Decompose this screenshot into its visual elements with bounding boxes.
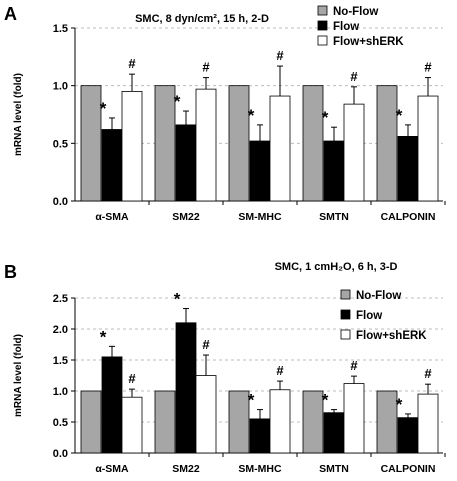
bar-no-flow-4 (376, 390, 398, 454)
significance-hash: # (424, 60, 432, 75)
chart-title: SMC, 1 cmH₂O, 6 h, 3-D (275, 261, 398, 273)
y-tick-label: 0.5 (53, 138, 68, 150)
y-tick-label: 1.5 (53, 23, 68, 35)
bar-flow-0 (101, 129, 123, 202)
y-axis-label: mRNA level (fold) (13, 73, 24, 156)
panel-label: A (4, 4, 17, 24)
legend-swatch-flow (317, 20, 328, 31)
bar-flow-sherk-2 (269, 95, 291, 202)
significance-star: * (322, 108, 329, 127)
significance-hash: # (128, 371, 136, 386)
bar-flow-sherk-3 (343, 383, 365, 454)
legend-swatch-no-flow (340, 289, 351, 300)
bar-flow-3 (323, 140, 345, 202)
panel-label: B (4, 262, 17, 282)
bar-flow-2 (249, 418, 271, 454)
significance-hash: # (350, 358, 358, 373)
legend-label: No-Flow (356, 290, 401, 302)
bar-no-flow-1 (154, 85, 176, 202)
legend-label: Flow (356, 310, 382, 322)
significance-star: * (396, 106, 403, 125)
bar-flow-0 (101, 356, 123, 454)
chart-panel-a: A SMC, 8 dyn/cm², 15 h, 2-D mRNA level (fo… (4, 4, 446, 223)
significance-hash: # (128, 56, 136, 71)
bar-no-flow-2 (228, 390, 250, 454)
bar-flow-sherk-1 (195, 88, 217, 202)
y-tick-label: 1.0 (53, 386, 68, 398)
legend-swatch-flow-sherk (340, 329, 351, 340)
bar-flow-sherk-0 (121, 91, 143, 202)
significance-star: * (248, 106, 255, 125)
legend-label: Flow+shERK (356, 330, 427, 342)
bar-no-flow-1 (154, 390, 176, 454)
y-tick-label: 0.0 (53, 196, 68, 208)
y-axis-label: mRNA level (fold) (13, 334, 24, 417)
y-tick-label: 2.5 (53, 293, 68, 305)
bar-flow-sherk-4 (417, 95, 439, 202)
x-tick-label: CALPONIN (381, 211, 436, 223)
y-tick-label: 0.0 (53, 448, 68, 460)
x-tick-label: α-SMA (95, 463, 129, 475)
bar-no-flow-4 (376, 85, 398, 202)
chart-panel-b: B SMC, 1 cmH₂O, 6 h, 3-D mRNA level (fold)… (4, 261, 446, 475)
significance-star: * (174, 92, 181, 111)
legend-label: Flow+shERK (333, 36, 404, 48)
legend-swatch-no-flow (317, 5, 328, 16)
significance-star: * (174, 290, 181, 309)
x-tick-label: α-SMA (95, 211, 129, 223)
x-tick-label: SM-MHC (238, 463, 282, 475)
significance-hash: # (276, 48, 284, 63)
x-tick-label: SM22 (172, 211, 200, 223)
y-tick-label: 1.5 (53, 355, 68, 367)
bar-flow-sherk-0 (121, 396, 143, 454)
bar-no-flow-0 (80, 85, 102, 202)
bar-flow-1 (175, 322, 197, 454)
bar-no-flow-3 (302, 85, 324, 202)
chart-title: SMC, 8 dyn/cm², 15 h, 2-D (135, 13, 269, 25)
bar-flow-3 (323, 412, 345, 454)
bar-flow-1 (175, 124, 197, 202)
y-tick-label: 0.5 (53, 417, 68, 429)
bar-flow-4 (397, 136, 419, 202)
x-tick-label: SM22 (172, 463, 200, 475)
significance-star: * (322, 391, 329, 410)
legend-swatch-flow (340, 309, 351, 320)
x-tick-label: SMTN (319, 211, 349, 223)
legend-swatch-flow-sherk (317, 35, 328, 46)
significance-hash: # (350, 69, 358, 84)
bar-flow-2 (249, 140, 271, 202)
significance-hash: # (276, 363, 284, 378)
bar-flow-sherk-3 (343, 103, 365, 202)
bar-flow-sherk-1 (195, 375, 217, 454)
significance-hash: # (202, 337, 210, 352)
significance-hash: # (424, 366, 432, 381)
bar-flow-4 (397, 417, 419, 454)
x-tick-label: CALPONIN (381, 463, 436, 475)
significance-star: * (248, 391, 255, 410)
legend-label: No-Flow (333, 6, 378, 18)
significance-star: * (100, 327, 107, 346)
bar-no-flow-2 (228, 85, 250, 202)
bar-no-flow-3 (302, 390, 324, 454)
significance-hash: # (202, 60, 210, 75)
x-tick-label: SMTN (319, 463, 349, 475)
y-tick-label: 2.0 (53, 324, 68, 336)
y-tick-label: 1.0 (53, 81, 68, 93)
significance-star: * (396, 395, 403, 414)
bar-flow-sherk-2 (269, 389, 291, 454)
bar-no-flow-0 (80, 390, 102, 454)
bar-flow-sherk-4 (417, 393, 439, 454)
significance-star: * (100, 99, 107, 118)
legend-label: Flow (333, 21, 359, 33)
x-tick-label: SM-MHC (238, 211, 282, 223)
